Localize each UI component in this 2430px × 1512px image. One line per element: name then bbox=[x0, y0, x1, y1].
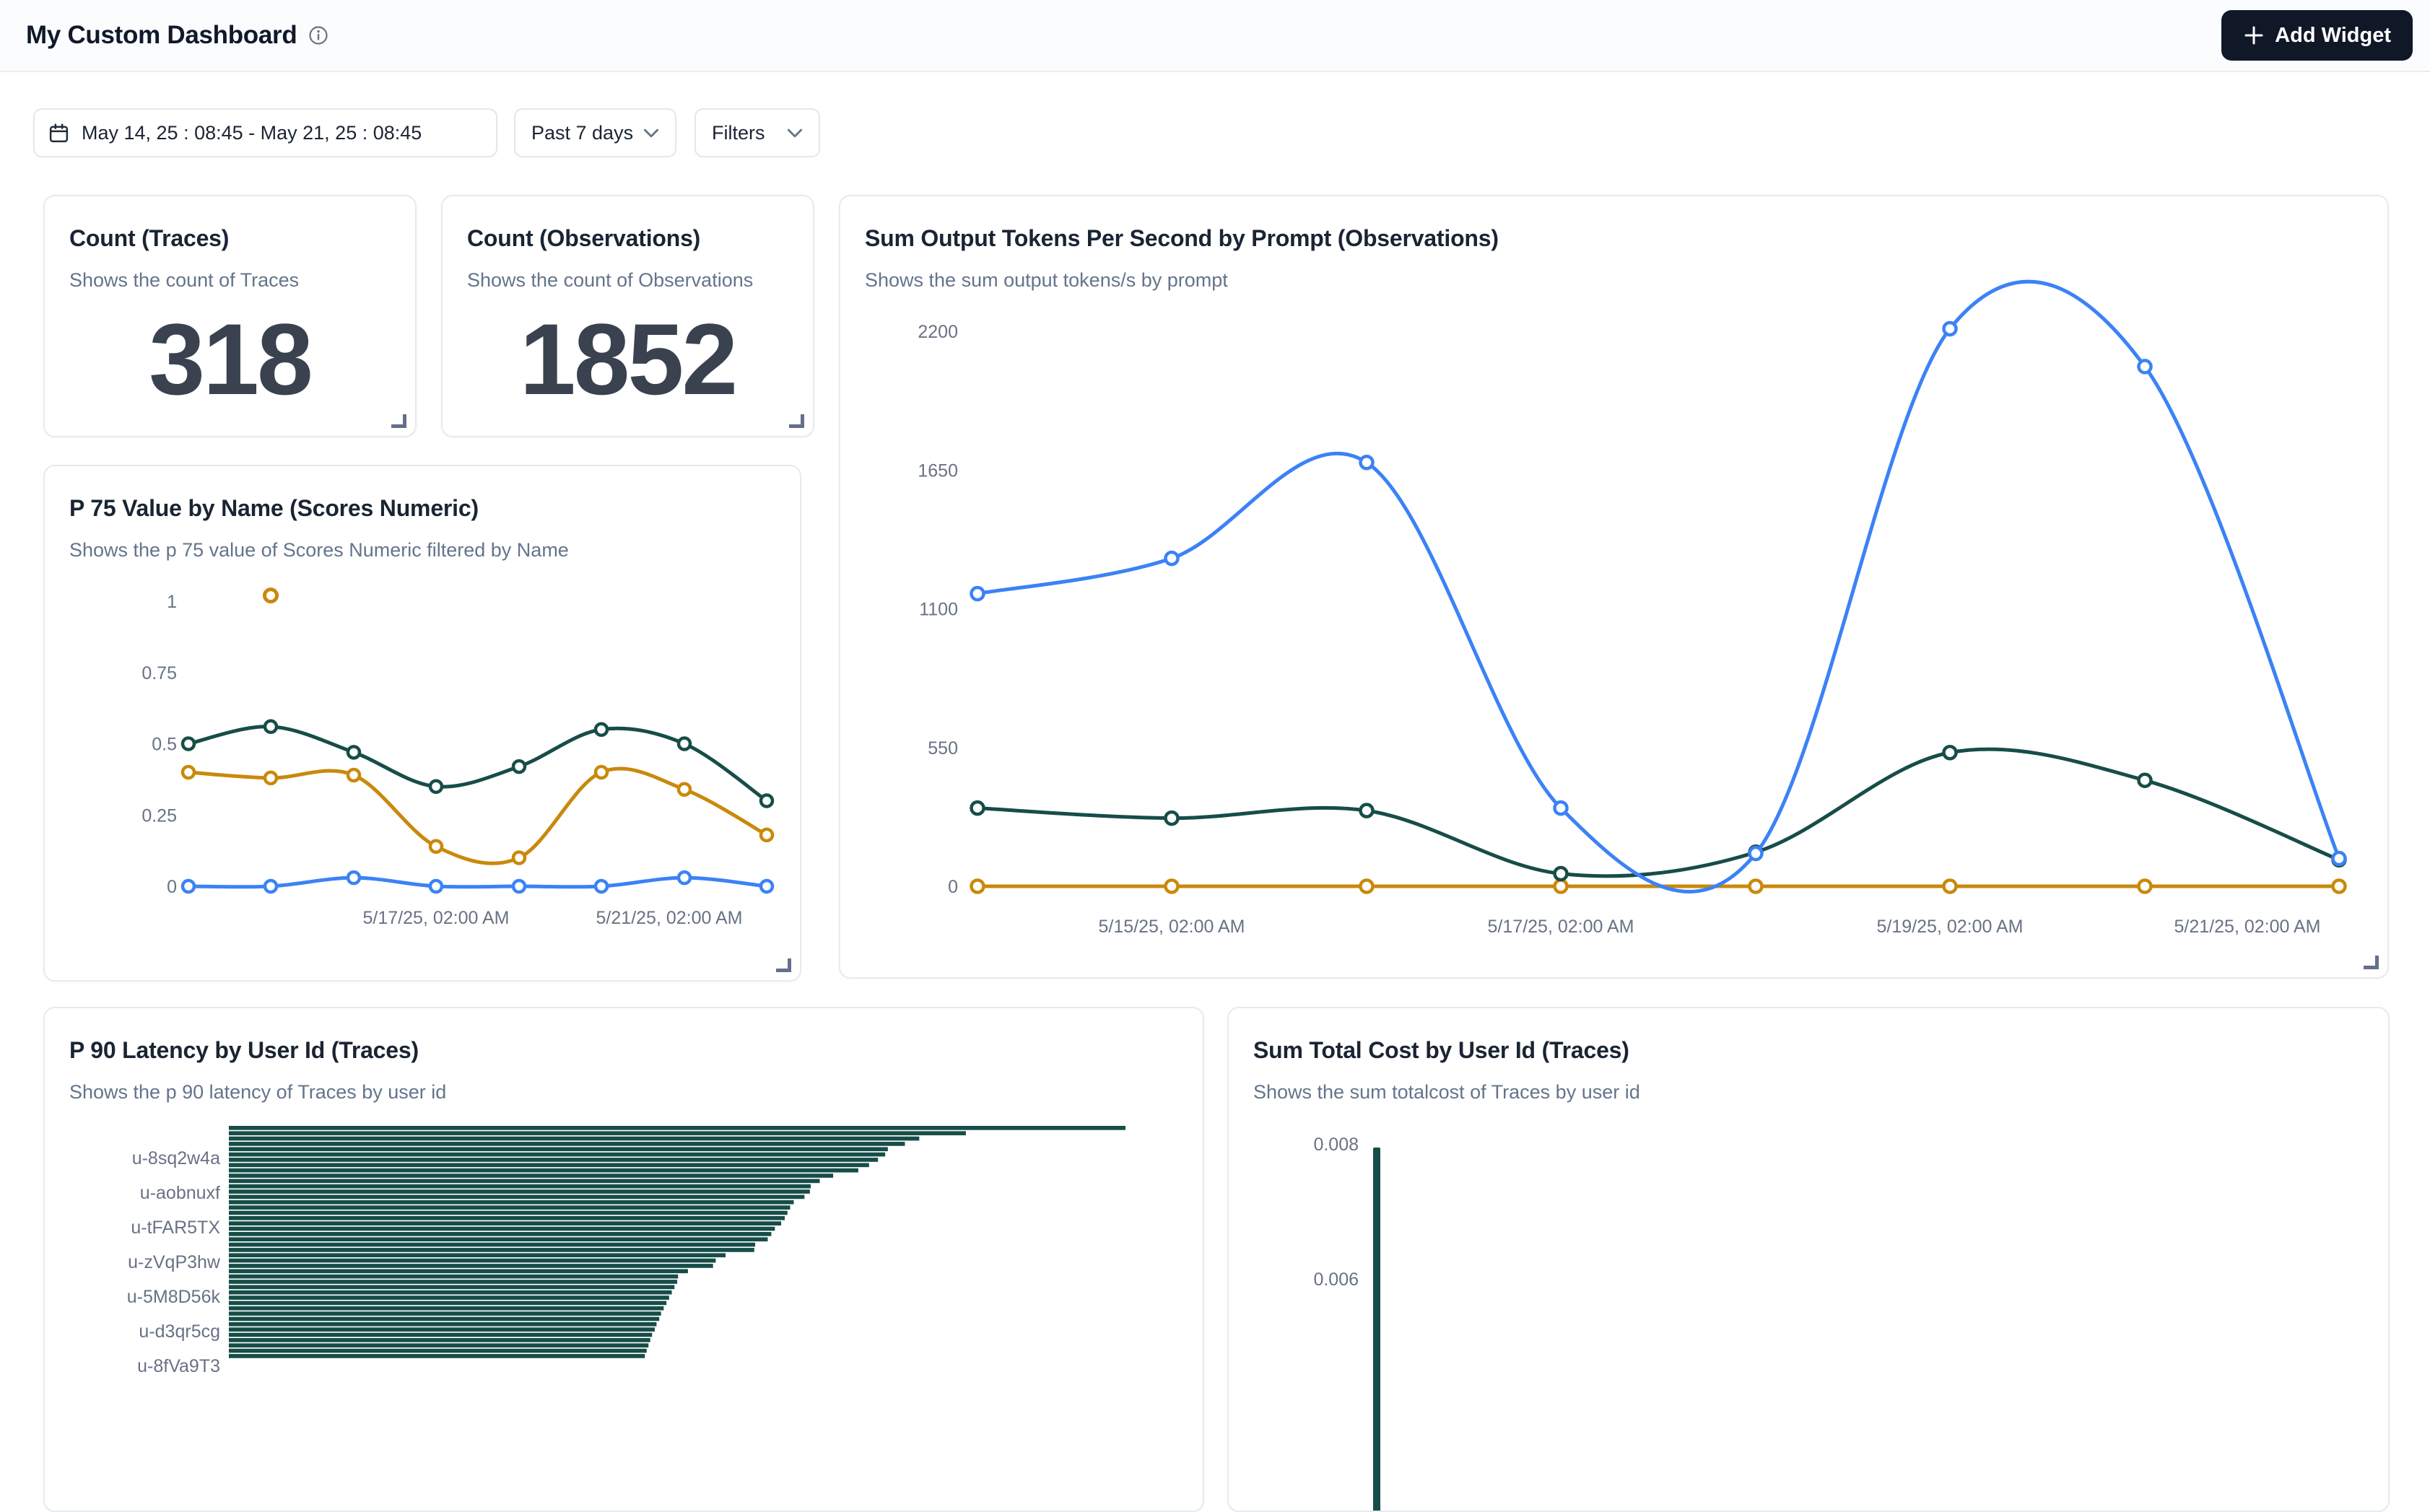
widget-subtitle: Shows the p 75 value of Scores Numeric f… bbox=[69, 539, 775, 561]
axes: 0.008 0.006 bbox=[1313, 1135, 1359, 1290]
widget-p75-chart: 0 0.25 0.5 0.75 1 5/17/25, 02:00 AM 5/21/25, 0… bbox=[43, 465, 801, 982]
date-range-label: May 14, 25 : 08:45 - May 21, 25 : 08:45 bbox=[82, 122, 422, 144]
svg-text:0.75: 0.75 bbox=[141, 663, 177, 683]
svg-text:5/17/25, 02:00 AM: 5/17/25, 02:00 AM bbox=[1488, 917, 1634, 937]
resize-handle[interactable] bbox=[789, 414, 804, 428]
calendar-icon bbox=[48, 122, 70, 144]
svg-text:2200: 2200 bbox=[918, 322, 958, 342]
kpi-value: 318 bbox=[45, 309, 415, 410]
svg-text:5/15/25, 02:00 AM: 5/15/25, 02:00 AM bbox=[1099, 917, 1245, 937]
series-prompt-green bbox=[972, 746, 2346, 880]
svg-text:0.5: 0.5 bbox=[152, 735, 177, 755]
axes: 0 0.25 0.5 0.75 1 5/17/25, 02:00 AM 5/21/25, 0… bbox=[141, 592, 742, 928]
add-widget-button[interactable]: Add Widget bbox=[2221, 10, 2413, 61]
widget-title: Count (Traces) bbox=[69, 225, 391, 252]
svg-text:1650: 1650 bbox=[918, 460, 958, 481]
widget-subtitle: Shows the sum output tokens/s by prompt bbox=[865, 269, 2363, 292]
plus-icon bbox=[2243, 25, 2265, 46]
widget-subtitle: Shows the count of Observations bbox=[467, 269, 788, 292]
cost-bar bbox=[1373, 1148, 1380, 1512]
widget-title: Sum Output Tokens Per Second by Prompt (… bbox=[865, 225, 2363, 252]
widget-title: P 90 Latency by User Id (Traces) bbox=[69, 1037, 1178, 1064]
svg-text:5/17/25, 02:00 AM: 5/17/25, 02:00 AM bbox=[363, 908, 510, 928]
add-widget-label: Add Widget bbox=[2275, 24, 2391, 48]
bars bbox=[229, 1126, 1125, 1358]
series-score-blue bbox=[183, 872, 772, 892]
info-icon[interactable] bbox=[308, 25, 328, 45]
svg-text:u-8fVa9T3: u-8fVa9T3 bbox=[137, 1356, 220, 1376]
svg-text:u-d3qr5cg: u-d3qr5cg bbox=[139, 1321, 220, 1342]
svg-text:0: 0 bbox=[948, 877, 958, 897]
svg-text:u-aobnuxf: u-aobnuxf bbox=[140, 1183, 220, 1203]
time-preset-label: Past 7 days bbox=[531, 122, 633, 144]
filters-dropdown[interactable]: Filters bbox=[694, 108, 820, 157]
widget-tokens-chart: 0 550 1100 1650 2200 5/15/25, 02:00 AM 5/17/25… bbox=[839, 195, 2389, 979]
page-title: My Custom Dashboard bbox=[26, 21, 297, 50]
resize-handle[interactable] bbox=[2364, 956, 2379, 969]
svg-text:5/19/25, 02:00 AM: 5/19/25, 02:00 AM bbox=[1877, 917, 2024, 937]
widget-cost-chart: 0.008 0.006 Sum Total Cost by User Id (Tr… bbox=[1227, 1007, 2390, 1512]
resize-handle[interactable] bbox=[776, 958, 791, 972]
svg-text:u-8sq2w4a: u-8sq2w4a bbox=[132, 1148, 220, 1168]
widget-subtitle: Shows the p 90 latency of Traces by user… bbox=[69, 1081, 1178, 1104]
widget-count-traces: Count (Traces) Shows the count of Traces… bbox=[43, 195, 417, 437]
user-id-labels: u-8sq2w4a u-aobnuxf u-tFAR5TX u-zVqP3hw u-5M… bbox=[127, 1148, 221, 1376]
svg-text:u-tFAR5TX: u-tFAR5TX bbox=[131, 1218, 220, 1238]
svg-text:1: 1 bbox=[167, 592, 177, 612]
time-preset-dropdown[interactable]: Past 7 days bbox=[514, 108, 676, 157]
widget-title: P 75 Value by Name (Scores Numeric) bbox=[69, 495, 775, 522]
widget-title: Count (Observations) bbox=[467, 225, 788, 252]
svg-text:u-zVqP3hw: u-zVqP3hw bbox=[128, 1252, 221, 1272]
kpi-value: 1852 bbox=[443, 309, 813, 410]
axes: 0 550 1100 1650 2200 5/15/25, 02:00 AM 5/17/25… bbox=[918, 322, 2320, 937]
filters-label: Filters bbox=[712, 122, 765, 144]
widget-subtitle: Shows the sum totalcost of Traces by use… bbox=[1253, 1081, 2364, 1104]
chevron-down-icon bbox=[787, 128, 803, 138]
widget-count-observations: Count (Observations) Shows the count of … bbox=[441, 195, 814, 437]
page-header: My Custom Dashboard Add Widget bbox=[0, 0, 2430, 72]
resize-handle[interactable] bbox=[391, 414, 406, 428]
widget-subtitle: Shows the count of Traces bbox=[69, 269, 391, 292]
svg-text:5/21/25, 02:00 AM: 5/21/25, 02:00 AM bbox=[596, 908, 743, 928]
date-range-picker[interactable]: May 14, 25 : 08:45 - May 21, 25 : 08:45 bbox=[33, 108, 497, 157]
svg-text:u-5M8D56k: u-5M8D56k bbox=[127, 1287, 221, 1307]
widget-title: Sum Total Cost by User Id (Traces) bbox=[1253, 1037, 2364, 1064]
svg-text:0.008: 0.008 bbox=[1313, 1135, 1359, 1155]
svg-text:0: 0 bbox=[167, 877, 177, 897]
svg-text:5/21/25, 02:00 AM: 5/21/25, 02:00 AM bbox=[2174, 917, 2321, 937]
chevron-down-icon bbox=[643, 128, 659, 138]
svg-text:1100: 1100 bbox=[919, 600, 958, 620]
svg-text:0.25: 0.25 bbox=[141, 805, 177, 826]
series-prompt-blue bbox=[972, 281, 2346, 891]
point-score-gold-single bbox=[265, 590, 277, 602]
widget-p90-chart: u-8sq2w4a u-aobnuxf u-tFAR5TX u-zVqP3hw u-5M… bbox=[43, 1007, 1204, 1512]
svg-text:550: 550 bbox=[928, 738, 958, 759]
svg-text:0.006: 0.006 bbox=[1313, 1270, 1359, 1290]
tokens-line-chart[interactable]: 0 550 1100 1650 2200 5/15/25, 02:00 AM 5/17/25… bbox=[840, 196, 2389, 979]
